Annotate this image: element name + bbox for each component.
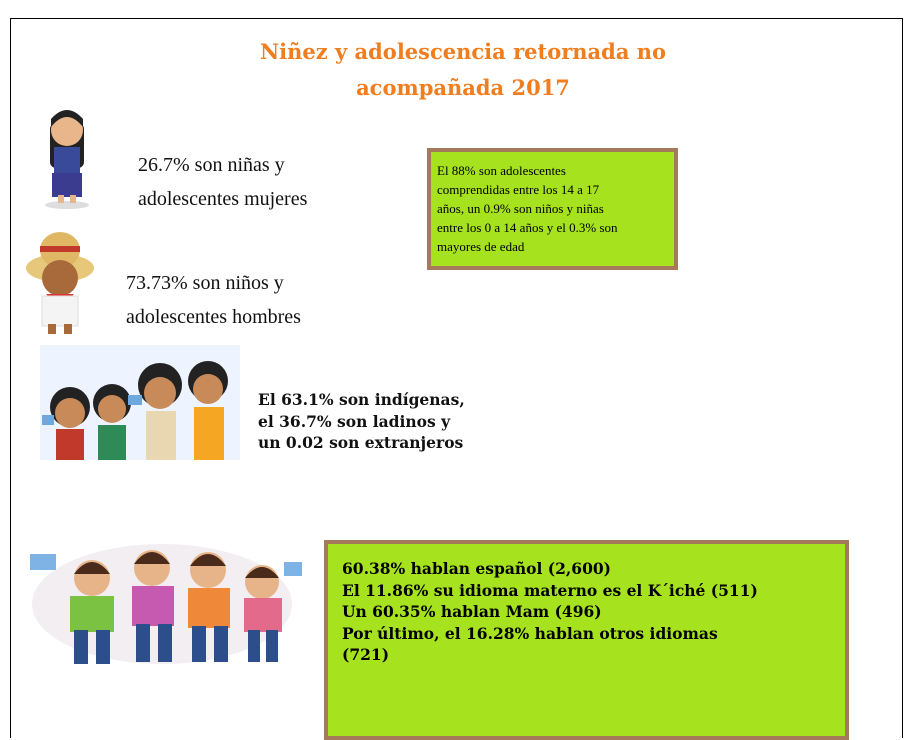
children-icon [40, 345, 240, 460]
box-line: años, un 0.9% son niños y niñas [437, 199, 668, 218]
box-line: mayores de edad [437, 237, 668, 256]
language-line: El 11.86% su idioma materno es el K´iché… [342, 580, 831, 602]
box-line: comprendidas entre los 14 a 17 [437, 180, 668, 199]
stat-line: 26.7% son niñas y [138, 148, 307, 182]
language-box: 60.38% hablan español (2,600) El 11.86% … [324, 540, 849, 740]
title-line: acompañada 2017 [150, 70, 776, 106]
title: Niñez y adolescencia retornada no acompa… [150, 34, 776, 106]
page: Niñez y adolescencia retornada no acompa… [0, 0, 907, 730]
ethnicity-line: el 36.7% son ladinos y [258, 411, 465, 433]
language-line: Un 60.35% hablan Mam (496) [342, 601, 831, 623]
ethnicity-text: El 63.1% son indígenas, el 36.7% son lad… [258, 389, 465, 454]
stat-line: adolescentes hombres [126, 300, 301, 334]
group-icon [22, 540, 302, 668]
stat-text: 26.7% son niñas y adolescentes mujeres [138, 148, 307, 216]
boy-icon [24, 228, 96, 338]
language-line: (721) [342, 644, 831, 666]
language-line: Por último, el 16.28% hablan otros idiom… [342, 623, 831, 645]
language-line: 60.38% hablan español (2,600) [342, 558, 831, 580]
box-line: El 88% son adolescentes [437, 161, 668, 180]
stat-line: 73.73% son niños y [126, 266, 301, 300]
stat-line: adolescentes mujeres [138, 182, 307, 216]
title-line: Niñez y adolescencia retornada no [150, 34, 776, 70]
girl-icon [36, 105, 98, 210]
ethnicity-line: un 0.02 son extranjeros [258, 432, 465, 454]
ethnicity-line: El 63.1% son indígenas, [258, 389, 465, 411]
age-box: El 88% son adolescentes comprendidas ent… [427, 148, 678, 270]
stat-text: 73.73% son niños y adolescentes hombres [126, 266, 301, 334]
box-line: entre los 0 a 14 años y el 0.3% son [437, 218, 668, 237]
